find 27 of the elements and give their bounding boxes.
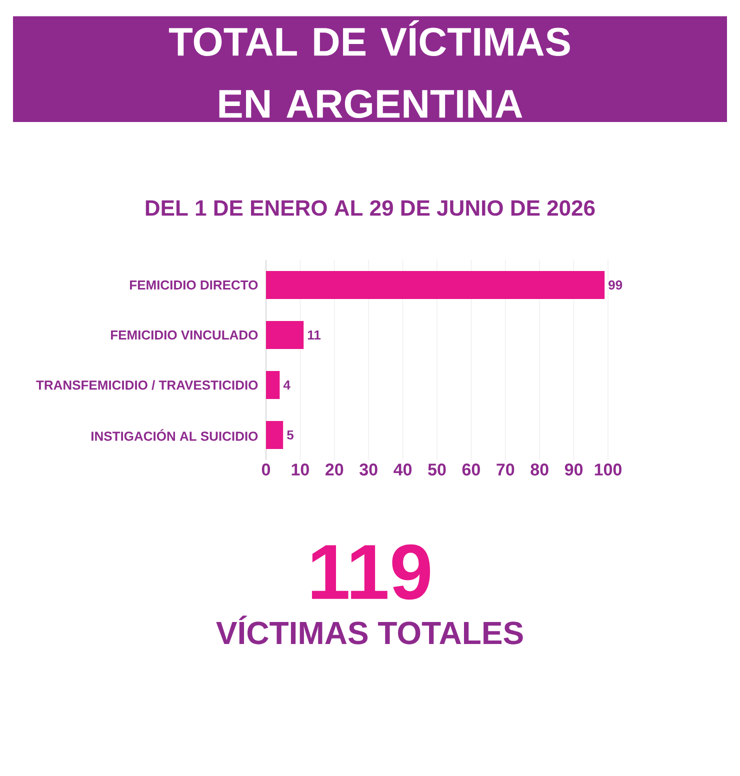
bar xyxy=(266,370,280,399)
x-tick-label: 100 xyxy=(594,464,622,476)
bar xyxy=(266,320,304,349)
y-tick-label: FEMICIDIO VINCULADO xyxy=(111,330,258,340)
x-tick-label: 10 xyxy=(292,464,309,476)
x-tick-label: 50 xyxy=(428,464,446,476)
data-label: 11 xyxy=(308,330,321,340)
x-tick-label: 20 xyxy=(326,464,344,476)
data-label: 4 xyxy=(283,380,290,390)
chart-subtitle: DEL 1 DE ENERO AL 29 DE JUNIO DE 2026 xyxy=(146,200,595,216)
x-tick-label: 90 xyxy=(564,464,583,476)
chart-title: TOTAL DE VÍCTIMAS EN ARGENTINA xyxy=(168,20,570,118)
y-tick-label: TRANSFEMICIDIO / TRAVESTICIDIO xyxy=(36,380,258,390)
data-label: 99 xyxy=(608,280,622,290)
x-tick-label: 0 xyxy=(262,464,270,476)
x-tick-label: 30 xyxy=(360,464,378,476)
text: 119 xyxy=(312,544,430,600)
x-tick-label: 40 xyxy=(394,464,412,476)
x-tick-label: 60 xyxy=(462,464,480,476)
y-tick-label: FEMICIDIO DIRECTO xyxy=(130,280,258,290)
bar xyxy=(266,421,284,449)
x-tick-label: 70 xyxy=(496,464,514,476)
text: VÍCTIMAS TOTALES xyxy=(216,616,523,644)
x-tick-label: 80 xyxy=(530,464,548,476)
bar xyxy=(266,271,605,299)
data-label: 5 xyxy=(287,430,294,440)
y-tick-label: INSTIGACIÓN AL SUICIDIO xyxy=(92,429,258,441)
